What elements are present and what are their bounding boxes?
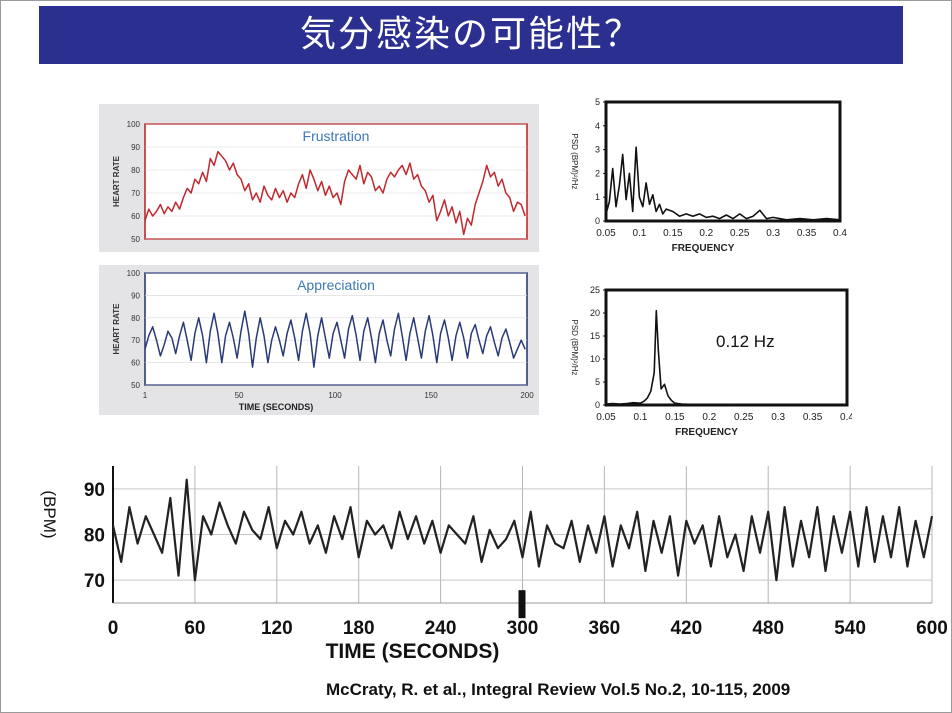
x-tick-label: 50 [235,391,244,400]
x-tick-label: 360 [589,618,621,639]
y-tick-label: 2 [595,168,600,178]
y-tick-label: 50 [131,235,140,244]
y-axis-label: HEART RATE [112,155,121,207]
plot-area [144,123,528,240]
y-tick-label: 0 [595,400,600,410]
y-axis-label: PSD (BPM)²/Hz [570,134,579,190]
x-tick-label: 200 [520,391,534,400]
y-tick-label: 90 [131,291,140,300]
x-axis-label: TIME (SECONDS) [239,402,314,412]
y-tick-label: 70 [131,189,140,198]
series-line [605,309,847,406]
x-tick-label: 0.3 [766,228,780,239]
peak-frequency-annotation: 0.12 Hz [716,332,775,351]
y-tick-label: 60 [131,212,140,221]
x-tick-label: 0.25 [734,412,754,423]
chart-title: Appreciation [297,277,375,293]
plot-area [604,288,849,407]
x-tick-label: 150 [424,391,438,400]
x-axis-label: TIME (SECONDS) [326,640,500,663]
y-tick-label: 90 [131,143,140,152]
x-axis-label: FREQUENCY [672,243,735,254]
y-axis-label: PSD (BPM)²/Hz [570,320,579,376]
y-tick-label: 5 [595,377,600,387]
x-tick-label: 0 [108,618,119,639]
y-tick-label: 80 [131,314,140,323]
time-marker [518,590,526,619]
x-tick-label: 240 [425,618,457,639]
frustration-chart: 50 60 70 80 90 100 HEART RATE Frustration [99,104,539,252]
x-tick-label: 0.35 [797,228,817,239]
y-tick-label: 70 [131,336,140,345]
x-tick-label: 120 [261,618,293,639]
y-tick-label: 60 [131,359,140,368]
chart-title: Frustration [303,128,370,144]
y-tick-label: 0 [595,216,600,226]
x-tick-label: 420 [670,618,702,639]
x-tick-label: 0.15 [665,412,685,423]
y-tick-label: 100 [127,269,141,278]
series-line [144,310,526,368]
x-tick-label: 0.1 [633,412,647,423]
psd-frustration-chart: 0 1 2 3 4 5 0.05 0.1 0.15 0.2 0.25 0.3 0.35 0.4 PSD (B… [570,97,847,254]
x-tick-label: 0.4 [833,228,847,239]
x-tick-label: 0.3 [771,412,785,423]
x-tick-label: 480 [752,618,784,639]
y-tick-label: 20 [590,308,600,318]
x-tick-label: 0.15 [663,228,683,239]
x-tick-label: 300 [507,618,539,639]
y-tick-label: 15 [590,331,600,341]
x-tick-label: 540 [834,618,866,639]
y-axis-label: HEART RATE [112,303,121,355]
x-tick-label: 0.35 [803,412,823,423]
x-tick-label: 100 [328,391,342,400]
x-tick-label: 0.05 [596,228,616,239]
y-tick-label: 70 [84,571,105,592]
y-tick-label: 80 [131,166,140,175]
y-tick-label: 90 [84,480,105,501]
x-tick-label: 0.4 [840,412,852,423]
citation: McCraty, R. et al., Integral Review Vol.… [326,680,791,699]
x-axis-label: FREQUENCY [675,427,738,438]
y-tick-label: 80 [84,526,105,547]
plot-area [604,100,842,223]
x-tick-label: 0.1 [632,228,646,239]
y-axis-label: (BPM) [40,490,59,538]
x-tick-label: 180 [343,618,375,639]
y-tick-label: 4 [595,121,600,131]
y-tick-label: 10 [590,354,600,364]
y-tick-label: 50 [131,381,140,390]
y-tick-label: 25 [590,285,600,295]
y-tick-label: 1 [595,192,600,202]
y-tick-label: 3 [595,145,600,155]
x-tick-label: 60 [184,618,205,639]
x-tick-label: 0.25 [730,228,750,239]
series-line [111,478,934,582]
y-tick-label: 5 [595,97,600,107]
series-line [605,146,841,221]
series-line [144,150,526,236]
psd-appreciation-chart: 0 5 10 15 20 25 0.05 0.1 0.15 0.2 0.25 0.3 0.35 0.4 PS… [570,285,852,438]
x-tick-label: 0.2 [702,412,716,423]
x-tick-label: 0.2 [699,228,713,239]
x-tick-label: 0.05 [596,412,616,423]
x-tick-label: 1 [143,391,148,400]
y-tick-label: 100 [127,120,141,129]
x-tick-label: 600 [916,618,948,639]
slide-title: 気分感染の可能性？ [39,6,903,64]
heart-rate-600s-chart: 0 60 120 180 240 300 360 420 480 540 600 70 80 90 (BPM… [40,466,948,663]
